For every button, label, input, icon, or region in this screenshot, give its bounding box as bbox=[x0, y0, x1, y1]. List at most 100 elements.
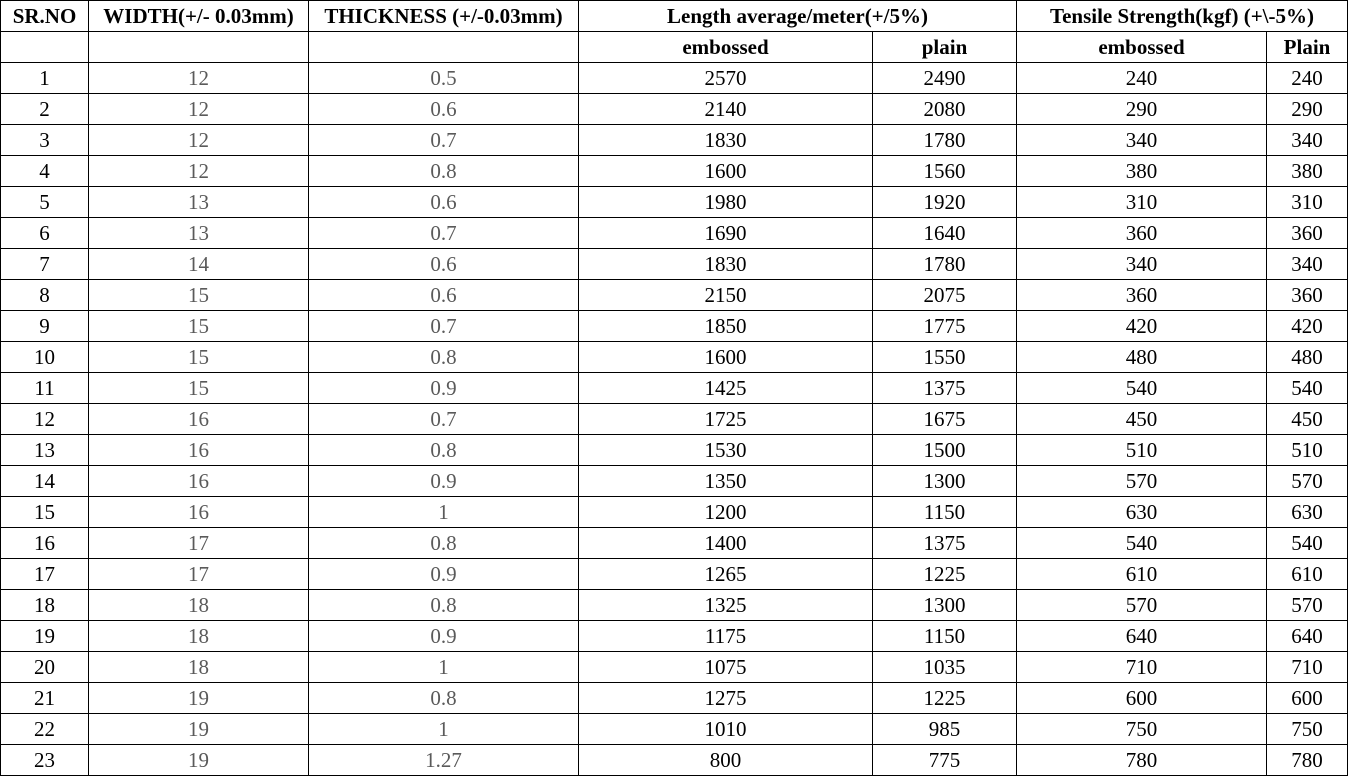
cell-thickness: 0.8 bbox=[308, 434, 579, 466]
cell-srno: 14 bbox=[0, 465, 89, 497]
table-header: SR.NO WIDTH(+/- 0.03mm) THICKNESS (+/-0.… bbox=[0, 0, 1348, 63]
cell-length-embossed: 1980 bbox=[578, 186, 873, 218]
cell-length-embossed: 1325 bbox=[578, 589, 873, 621]
table-row: 16 17 0.8 1400 1375 540 540 bbox=[0, 527, 1348, 559]
table-row: 17 17 0.9 1265 1225 610 610 bbox=[0, 558, 1348, 590]
cell-tensile-embossed: 360 bbox=[1016, 217, 1267, 249]
header-length-embossed: embossed bbox=[578, 31, 873, 63]
cell-length-plain: 1780 bbox=[872, 124, 1017, 156]
table-row: 11 15 0.9 1425 1375 540 540 bbox=[0, 372, 1348, 404]
cell-thickness: 0.9 bbox=[308, 372, 579, 404]
cell-tensile-plain: 540 bbox=[1266, 527, 1348, 559]
cell-length-embossed: 1600 bbox=[578, 341, 873, 373]
cell-width: 13 bbox=[88, 217, 309, 249]
cell-tensile-embossed: 780 bbox=[1016, 744, 1267, 776]
cell-tensile-plain: 480 bbox=[1266, 341, 1348, 373]
table-row: 12 16 0.7 1725 1675 450 450 bbox=[0, 403, 1348, 435]
header-row-main: SR.NO WIDTH(+/- 0.03mm) THICKNESS (+/-0.… bbox=[0, 0, 1348, 32]
table-row: 18 18 0.8 1325 1300 570 570 bbox=[0, 589, 1348, 621]
table-row: 8 15 0.6 2150 2075 360 360 bbox=[0, 279, 1348, 311]
cell-tensile-plain: 630 bbox=[1266, 496, 1348, 528]
cell-thickness: 1 bbox=[308, 651, 579, 683]
cell-tensile-plain: 600 bbox=[1266, 682, 1348, 714]
cell-length-plain: 2075 bbox=[872, 279, 1017, 311]
cell-tensile-plain: 570 bbox=[1266, 465, 1348, 497]
cell-length-plain: 1500 bbox=[872, 434, 1017, 466]
cell-tensile-embossed: 420 bbox=[1016, 310, 1267, 342]
cell-tensile-plain: 570 bbox=[1266, 589, 1348, 621]
cell-thickness: 0.9 bbox=[308, 620, 579, 652]
cell-tensile-plain: 510 bbox=[1266, 434, 1348, 466]
cell-tensile-embossed: 340 bbox=[1016, 124, 1267, 156]
cell-srno: 10 bbox=[0, 341, 89, 373]
cell-width: 12 bbox=[88, 155, 309, 187]
cell-tensile-embossed: 570 bbox=[1016, 589, 1267, 621]
cell-tensile-embossed: 630 bbox=[1016, 496, 1267, 528]
cell-tensile-embossed: 450 bbox=[1016, 403, 1267, 435]
cell-tensile-plain: 360 bbox=[1266, 279, 1348, 311]
cell-length-plain: 1640 bbox=[872, 217, 1017, 249]
cell-srno: 16 bbox=[0, 527, 89, 559]
cell-thickness: 1.27 bbox=[308, 744, 579, 776]
table-row: 7 14 0.6 1830 1780 340 340 bbox=[0, 248, 1348, 280]
cell-length-embossed: 1400 bbox=[578, 527, 873, 559]
cell-width: 19 bbox=[88, 713, 309, 745]
cell-length-plain: 1150 bbox=[872, 620, 1017, 652]
cell-length-embossed: 1010 bbox=[578, 713, 873, 745]
cell-width: 17 bbox=[88, 527, 309, 559]
cell-tensile-plain: 640 bbox=[1266, 620, 1348, 652]
cell-tensile-plain: 750 bbox=[1266, 713, 1348, 745]
cell-length-plain: 1035 bbox=[872, 651, 1017, 683]
cell-length-plain: 1375 bbox=[872, 527, 1017, 559]
cell-thickness: 0.5 bbox=[308, 62, 579, 94]
cell-srno: 1 bbox=[0, 62, 89, 94]
cell-srno: 19 bbox=[0, 620, 89, 652]
cell-srno: 20 bbox=[0, 651, 89, 683]
cell-srno: 23 bbox=[0, 744, 89, 776]
cell-tensile-plain: 710 bbox=[1266, 651, 1348, 683]
table-body: 1 12 0.5 2570 2490 240 240 2 12 0.6 2140 2080 290 290… bbox=[0, 62, 1348, 776]
cell-thickness: 0.7 bbox=[308, 310, 579, 342]
cell-length-embossed: 1830 bbox=[578, 124, 873, 156]
cell-length-embossed: 1600 bbox=[578, 155, 873, 187]
cell-srno: 13 bbox=[0, 434, 89, 466]
header-width-sub bbox=[88, 31, 309, 63]
cell-length-embossed: 1425 bbox=[578, 372, 873, 404]
table-row: 14 16 0.9 1350 1300 570 570 bbox=[0, 465, 1348, 497]
cell-srno: 4 bbox=[0, 155, 89, 187]
cell-thickness: 0.7 bbox=[308, 403, 579, 435]
cell-tensile-embossed: 710 bbox=[1016, 651, 1267, 683]
cell-length-plain: 1675 bbox=[872, 403, 1017, 435]
cell-srno: 17 bbox=[0, 558, 89, 590]
header-width: WIDTH(+/- 0.03mm) bbox=[88, 0, 309, 32]
cell-width: 16 bbox=[88, 403, 309, 435]
cell-length-plain: 1780 bbox=[872, 248, 1017, 280]
cell-tensile-plain: 340 bbox=[1266, 248, 1348, 280]
cell-width: 19 bbox=[88, 682, 309, 714]
header-thickness-sub bbox=[308, 31, 579, 63]
cell-thickness: 0.8 bbox=[308, 682, 579, 714]
cell-thickness: 0.6 bbox=[308, 93, 579, 125]
cell-tensile-plain: 610 bbox=[1266, 558, 1348, 590]
header-row-sub: embossed plain embossed Plain bbox=[0, 31, 1348, 63]
cell-thickness: 0.8 bbox=[308, 341, 579, 373]
cell-width: 13 bbox=[88, 186, 309, 218]
cell-length-embossed: 2150 bbox=[578, 279, 873, 311]
cell-tensile-embossed: 640 bbox=[1016, 620, 1267, 652]
cell-tensile-plain: 360 bbox=[1266, 217, 1348, 249]
cell-width: 18 bbox=[88, 651, 309, 683]
cell-thickness: 0.7 bbox=[308, 124, 579, 156]
cell-length-plain: 2080 bbox=[872, 93, 1017, 125]
cell-srno: 18 bbox=[0, 589, 89, 621]
cell-thickness: 1 bbox=[308, 713, 579, 745]
cell-tensile-embossed: 240 bbox=[1016, 62, 1267, 94]
cell-tensile-plain: 340 bbox=[1266, 124, 1348, 156]
cell-width: 12 bbox=[88, 62, 309, 94]
cell-srno: 7 bbox=[0, 248, 89, 280]
cell-length-plain: 1775 bbox=[872, 310, 1017, 342]
cell-tensile-embossed: 290 bbox=[1016, 93, 1267, 125]
cell-tensile-embossed: 510 bbox=[1016, 434, 1267, 466]
table-row: 2 12 0.6 2140 2080 290 290 bbox=[0, 93, 1348, 125]
cell-thickness: 0.7 bbox=[308, 217, 579, 249]
cell-srno: 6 bbox=[0, 217, 89, 249]
